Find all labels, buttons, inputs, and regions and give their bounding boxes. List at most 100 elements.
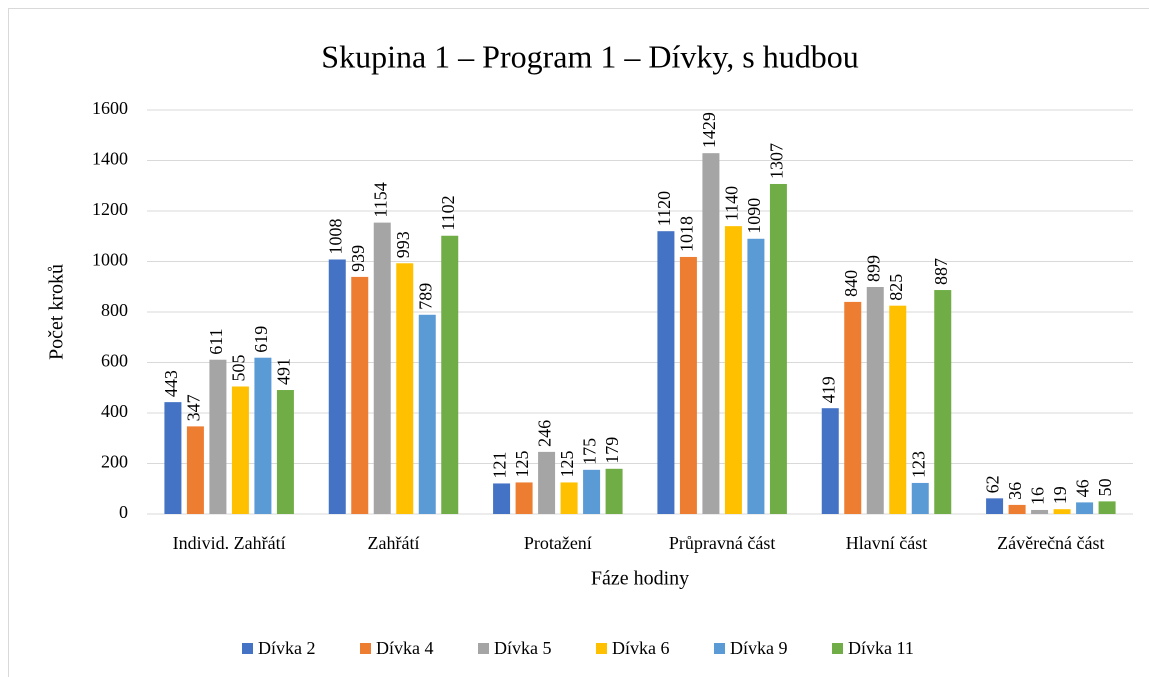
- y-tick-label: 1600: [92, 98, 128, 118]
- x-axis-label: Fáze hodiny: [591, 568, 689, 590]
- data-label: 1102: [438, 195, 458, 230]
- bar: [911, 482, 929, 514]
- data-label: 347: [184, 394, 204, 421]
- x-tick-label: Zahřátí: [368, 533, 420, 553]
- data-label: 840: [841, 270, 861, 297]
- data-label: 125: [557, 450, 577, 477]
- data-label: 46: [1073, 479, 1093, 497]
- bar: [821, 408, 839, 514]
- bar: [186, 426, 204, 514]
- data-label: 505: [229, 354, 249, 381]
- legend-swatch: [242, 643, 253, 654]
- bar: [702, 153, 720, 515]
- y-tick-label: 1000: [92, 250, 128, 270]
- bar: [1031, 509, 1049, 514]
- chart-title: Skupina 1 – Program 1 – Dívky, s hudbou: [321, 38, 858, 74]
- bar: [679, 256, 697, 514]
- bar: [889, 305, 907, 514]
- data-label: 611: [206, 328, 226, 354]
- legend-swatch: [478, 643, 489, 654]
- bar: [328, 259, 346, 514]
- data-label: 825: [886, 274, 906, 301]
- bar: [254, 357, 272, 514]
- bar: [538, 451, 556, 514]
- x-tick-label: Závěrečná část: [997, 533, 1104, 553]
- data-label: 789: [415, 283, 435, 310]
- data-label: 1120: [654, 191, 674, 226]
- y-axis-label: Počet kroků: [46, 264, 68, 360]
- data-label: 443: [161, 370, 181, 397]
- data-label: 887: [931, 258, 951, 285]
- data-label: 1154: [370, 182, 390, 217]
- data-label: 125: [512, 450, 532, 477]
- bar: [844, 301, 862, 514]
- data-label: 1307: [767, 143, 787, 179]
- bar: [209, 359, 227, 514]
- data-label: 121: [490, 451, 510, 478]
- x-tick-label: Protažení: [524, 533, 592, 553]
- bar: [1053, 509, 1071, 514]
- data-label: 1018: [677, 216, 697, 252]
- bar: [351, 276, 369, 514]
- y-tick-label: 600: [101, 351, 128, 371]
- data-label: 19: [1050, 486, 1070, 504]
- y-tick-label: 800: [101, 300, 128, 320]
- legend-label: Dívka 2: [258, 638, 316, 658]
- data-label: 1140: [722, 186, 742, 221]
- bar: [724, 226, 742, 514]
- bar: [1076, 502, 1094, 514]
- data-label: 899: [863, 255, 883, 282]
- legend-swatch: [596, 643, 607, 654]
- data-label: 993: [393, 231, 413, 258]
- bar: [769, 183, 787, 515]
- legend-label: Dívka 11: [848, 638, 914, 658]
- data-label: 246: [535, 420, 555, 447]
- bar: [231, 386, 249, 514]
- legend-swatch: [832, 643, 843, 654]
- y-tick-label: 200: [101, 452, 128, 472]
- bar: [396, 263, 414, 514]
- legend-swatch: [714, 643, 725, 654]
- bar: [583, 469, 601, 514]
- y-tick-label: 1200: [92, 199, 128, 219]
- bar: [373, 222, 391, 515]
- x-tick-label: Hlavní část: [846, 533, 927, 553]
- bar: [934, 290, 952, 514]
- bar: [560, 482, 578, 514]
- bar: [1098, 501, 1116, 514]
- legend-label: Dívka 6: [612, 638, 670, 658]
- bar: [605, 468, 623, 514]
- data-label: 619: [251, 326, 271, 353]
- data-label: 1008: [325, 218, 345, 254]
- data-label: 1090: [744, 198, 764, 234]
- legend-label: Dívka 4: [376, 638, 434, 658]
- chart-border: [8, 8, 1149, 677]
- bar: [1008, 504, 1026, 514]
- legend-label: Dívka 5: [494, 638, 552, 658]
- bar: [866, 287, 884, 514]
- data-label: 16: [1028, 487, 1048, 505]
- bar: [515, 482, 533, 514]
- x-tick-label: Individ. Zahřátí: [173, 533, 286, 553]
- data-label: 62: [983, 475, 1003, 493]
- bar: [657, 231, 675, 514]
- bar: [493, 483, 511, 514]
- legend-label: Dívka 9: [730, 638, 788, 658]
- bar: [164, 402, 182, 514]
- data-label: 419: [818, 376, 838, 403]
- data-label: 123: [908, 451, 928, 478]
- y-tick-label: 0: [119, 502, 128, 522]
- data-label: 36: [1005, 482, 1025, 500]
- y-tick-label: 400: [101, 401, 128, 421]
- bar: [747, 238, 765, 514]
- data-label: 50: [1095, 478, 1115, 496]
- data-label: 175: [580, 438, 600, 465]
- legend-swatch: [360, 643, 371, 654]
- data-label: 939: [348, 245, 368, 272]
- x-tick-label: Průpravná část: [669, 533, 775, 553]
- bar: [441, 235, 459, 514]
- y-tick-label: 1400: [92, 149, 128, 169]
- bar: [418, 314, 436, 514]
- data-label: 491: [274, 358, 294, 385]
